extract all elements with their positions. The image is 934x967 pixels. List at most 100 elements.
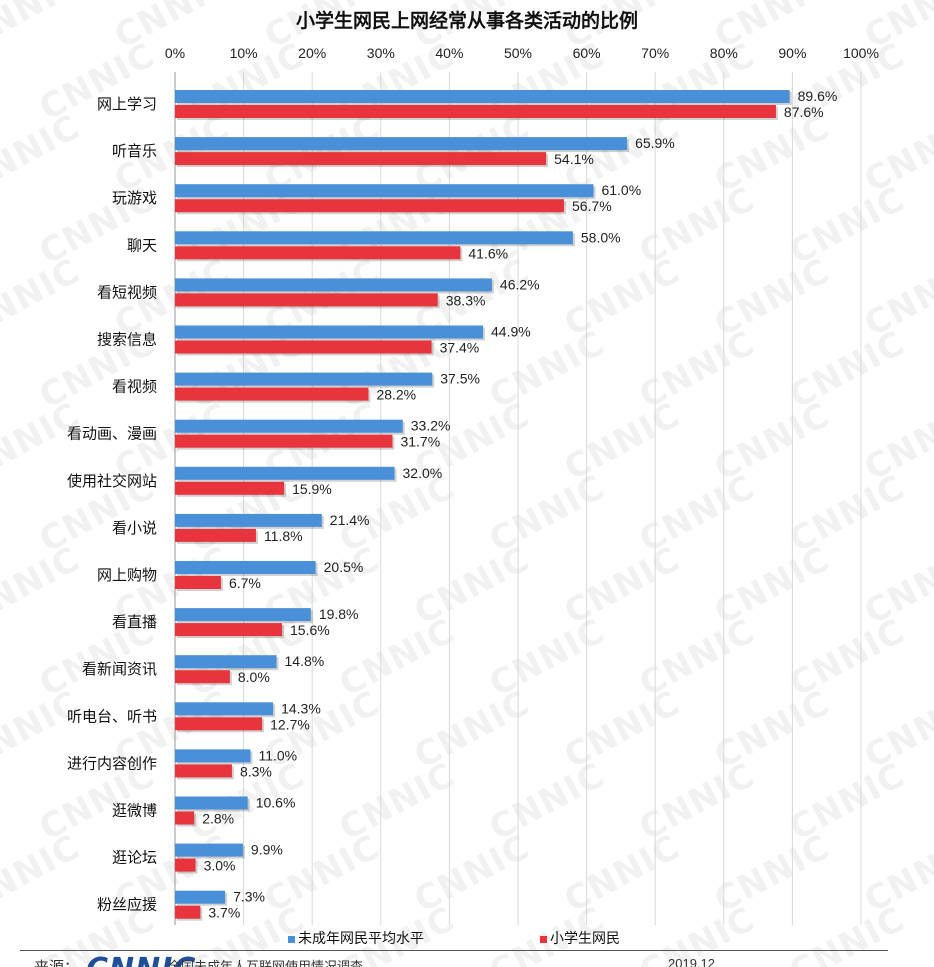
bar-series-b <box>175 481 285 495</box>
data-label-series-b: 15.6% <box>290 622 330 638</box>
bar-series-b <box>175 858 196 872</box>
x-tick-label: 10% <box>230 45 258 61</box>
bar-series-b <box>175 764 232 778</box>
legend-swatch-series-a <box>288 935 295 943</box>
bar-series-a <box>175 655 277 669</box>
bar-series-b <box>175 340 432 354</box>
bar-series-b <box>175 528 256 542</box>
x-tick-label: 30% <box>367 45 395 61</box>
x-tick-label: 50% <box>504 45 532 61</box>
bar-series-a <box>175 561 316 574</box>
x-tick-label: 70% <box>641 45 669 61</box>
data-label-series-b: 11.8% <box>264 528 303 544</box>
data-label-series-b: 8.0% <box>238 669 270 685</box>
data-label-series-b: 31.7% <box>400 434 440 450</box>
category-label: 看新闻资讯 <box>82 660 157 678</box>
legend-swatch-series-b <box>540 935 547 943</box>
category-label: 聊天 <box>127 236 157 254</box>
bar-series-a <box>175 843 243 857</box>
legend-label-series-a: 未成年网民平均水平 <box>298 931 424 947</box>
bar-series-a <box>175 513 322 527</box>
bar-series-a <box>175 325 484 339</box>
bar-series-b <box>175 905 201 919</box>
bar-series-b <box>175 293 438 307</box>
data-label-series-b: 41.6% <box>468 245 508 261</box>
category-label: 粉丝应援 <box>97 896 157 914</box>
legend-item-series-b: 小学生网民 <box>540 928 620 948</box>
data-label-series-a: 11.0% <box>258 747 297 763</box>
data-label-series-a: 61.0% <box>601 182 641 198</box>
category-label: 网上学习 <box>97 95 157 113</box>
cnnic-logo: CNNIC <box>86 952 196 967</box>
data-label-series-a: 46.2% <box>500 276 540 292</box>
data-label-series-a: 58.0% <box>581 229 621 245</box>
bar-series-b <box>175 811 195 825</box>
data-label-series-a: 32.0% <box>403 465 443 481</box>
source-text: 全国未成年人互联网使用情况调查 <box>168 956 363 967</box>
data-label-series-a: 89.6% <box>798 88 838 104</box>
data-label-series-a: 65.9% <box>635 135 675 151</box>
bar-series-a <box>175 702 274 716</box>
data-label-series-b: 15.9% <box>292 481 332 497</box>
data-label-series-a: 9.9% <box>251 842 283 858</box>
data-label-series-b: 12.7% <box>270 716 310 732</box>
x-tick-label: 90% <box>778 45 806 61</box>
source-label: 来源： <box>34 958 80 967</box>
x-tick-label: 80% <box>710 45 738 61</box>
x-tick-label: 0% <box>165 45 185 61</box>
data-label-series-b: 87.6% <box>784 104 824 120</box>
footer: 来源： CNNIC 全国未成年人互联网使用情况调查 2019.12 <box>0 952 934 967</box>
category-label: 听音乐 <box>112 142 157 160</box>
bar-series-a <box>175 90 790 103</box>
bar-series-b <box>175 623 283 637</box>
category-label: 进行内容创作 <box>67 754 157 772</box>
bar-series-a <box>175 890 226 904</box>
category-label: 使用社交网站 <box>67 472 157 490</box>
category-label: 看视频 <box>112 378 157 396</box>
bar-series-a <box>175 231 573 245</box>
data-label-series-b: 56.7% <box>572 198 612 214</box>
bar-series-a <box>175 419 403 433</box>
data-label-series-a: 7.3% <box>233 889 265 905</box>
category-label: 网上购物 <box>97 566 157 584</box>
bar-series-a <box>175 796 248 810</box>
bar-series-b <box>175 434 393 448</box>
x-tick-label: 20% <box>298 45 326 61</box>
bar-series-b <box>175 717 263 731</box>
data-label-series-a: 37.5% <box>440 371 480 387</box>
legend-label-series-b: 小学生网民 <box>550 931 620 947</box>
data-label-series-b: 3.0% <box>204 858 236 874</box>
category-label: 听电台、听书 <box>67 707 157 725</box>
category-label: 玩游戏 <box>112 189 157 207</box>
bar-series-a <box>175 466 395 480</box>
legend-item-series-a: 未成年网民平均水平 <box>288 928 424 948</box>
category-label: 看短视频 <box>97 283 157 301</box>
data-label-series-b: 8.3% <box>240 763 272 779</box>
x-tick-label: 100% <box>843 45 879 61</box>
x-tick-label: 60% <box>573 45 601 61</box>
bar-series-a <box>175 278 492 292</box>
bar-series-a <box>175 372 433 386</box>
data-label-series-a: 20.5% <box>324 559 364 575</box>
x-tick-label: 40% <box>435 45 463 61</box>
data-label-series-b: 37.4% <box>440 340 480 356</box>
data-label-series-b: 6.7% <box>229 575 261 591</box>
category-label: 逛微博 <box>112 802 157 820</box>
data-label-series-a: 44.9% <box>491 324 531 340</box>
bar-chart: 0% 10% 20% 30% 40% 50% 60% 70% 80% 90% 100% 网上学习 89.… <box>67 45 879 925</box>
category-label: 看直播 <box>112 613 157 631</box>
category-label: 看动画、漫画 <box>67 425 157 443</box>
category-label: 搜索信息 <box>97 331 157 349</box>
data-label-series-a: 19.8% <box>319 606 359 622</box>
footer-divider <box>20 950 888 951</box>
data-label-series-a: 14.3% <box>281 700 321 716</box>
data-label-series-a: 10.6% <box>256 795 296 811</box>
data-label-series-a: 33.2% <box>411 418 451 434</box>
category-label: 看小说 <box>112 519 157 537</box>
data-label-series-b: 54.1% <box>554 151 594 167</box>
data-label-series-a: 14.8% <box>285 653 325 669</box>
bar-series-b <box>175 387 369 401</box>
bar-series-b <box>175 105 776 118</box>
category-label: 逛论坛 <box>112 849 157 867</box>
data-label-series-b: 28.2% <box>376 387 416 403</box>
